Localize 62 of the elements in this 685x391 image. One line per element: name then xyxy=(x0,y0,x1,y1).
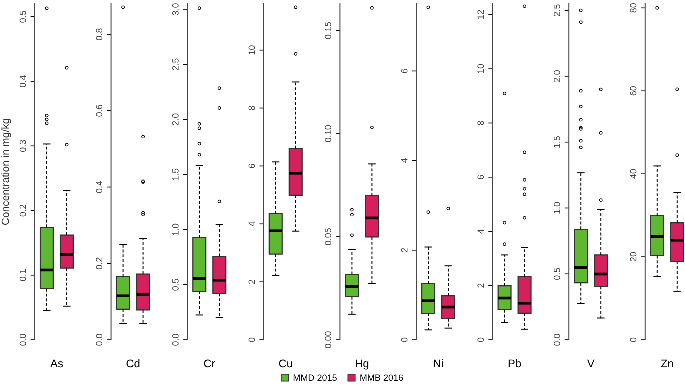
y-tick-label: 0.05 xyxy=(325,228,332,246)
y-tick-label: 0.00 xyxy=(325,332,332,348)
y-tick-label: 12 xyxy=(478,10,484,20)
y-tick-label: 0 xyxy=(248,338,256,342)
y-tick-label: 10 xyxy=(478,64,484,74)
y-tick-label: 0.0 xyxy=(172,334,179,346)
y-tick-label: 0.15 xyxy=(325,22,332,40)
x-tick-label: Cd xyxy=(126,359,140,368)
y-tick-label: 2 xyxy=(478,284,484,288)
y-tick-label: 3.0 xyxy=(172,4,179,16)
y-tick-label: 60 xyxy=(630,86,637,96)
x-tick-label: As xyxy=(50,360,64,368)
y-tick-label: 2.0 xyxy=(554,70,560,82)
y-tick-label: 1.0 xyxy=(172,224,179,236)
y-tick-label: 4 xyxy=(248,222,256,226)
y-tick-label: 6 xyxy=(248,164,256,168)
y-tick-label: 0.0 xyxy=(554,334,560,346)
y-tick-label: 1.5 xyxy=(172,168,179,180)
legend-label: MMB 2016 xyxy=(360,374,404,382)
y-tick-label: 4 xyxy=(401,158,408,164)
y-tick-label: 0.2 xyxy=(96,258,103,270)
y-tick-label: 2.0 xyxy=(172,114,179,126)
y-axis-title: Concentration in mg/kg xyxy=(2,119,12,226)
legend-label: MMD 2015 xyxy=(294,374,337,382)
y-tick-label: 0 xyxy=(401,338,408,342)
y-tick-label: 0.1 xyxy=(20,270,26,282)
x-tick-label: Zn xyxy=(661,360,674,368)
y-tick-label: 0 xyxy=(630,338,637,342)
y-tick-label: 0.6 xyxy=(96,105,103,117)
y-tick-label: 6 xyxy=(478,175,484,180)
x-tick-label: V xyxy=(587,360,595,368)
y-tick-label: 40 xyxy=(630,169,637,179)
x-tick-label: Cr xyxy=(204,360,216,368)
y-tick-label: 0 xyxy=(478,338,484,342)
x-tick-label: Pb xyxy=(508,359,522,368)
y-tick-label: 8 xyxy=(248,106,256,110)
y-tick-label: 4 xyxy=(478,229,484,234)
x-tick-label: Hg xyxy=(356,360,369,370)
y-tick-label: 6 xyxy=(401,69,408,74)
y-tick-label: 80 xyxy=(630,3,637,13)
y-tick-label: 0.5 xyxy=(20,11,26,23)
y-tick-label: 2.5 xyxy=(172,58,179,70)
y-tick-label: 8 xyxy=(478,121,484,126)
y-tick-label: 0.4 xyxy=(96,181,103,194)
y-tick-label: 0.0 xyxy=(96,334,103,346)
y-tick-label: 0.3 xyxy=(20,140,26,152)
y-tick-label: 0.0 xyxy=(20,334,26,346)
y-tick-label: 0.2 xyxy=(20,204,26,217)
y-tick-label: 2 xyxy=(401,248,408,252)
y-tick-label: 10 xyxy=(248,46,256,55)
y-tick-label: 0.8 xyxy=(96,28,103,40)
y-tick-label: 20 xyxy=(630,252,637,262)
y-tick-label: 0.10 xyxy=(325,125,332,142)
y-tick-label: 1.0 xyxy=(554,202,560,214)
y-tick-label: 2.5 xyxy=(554,4,560,16)
y-tick-label: 1.5 xyxy=(554,136,560,148)
y-tick-label: 2 xyxy=(248,280,256,284)
x-tick-label: Cu xyxy=(279,360,292,368)
x-tick-label: Ni xyxy=(434,359,443,368)
y-tick-label: 0.4 xyxy=(20,76,26,88)
y-tick-label: 0.5 xyxy=(554,268,560,280)
y-tick-label: 0.5 xyxy=(172,279,179,291)
